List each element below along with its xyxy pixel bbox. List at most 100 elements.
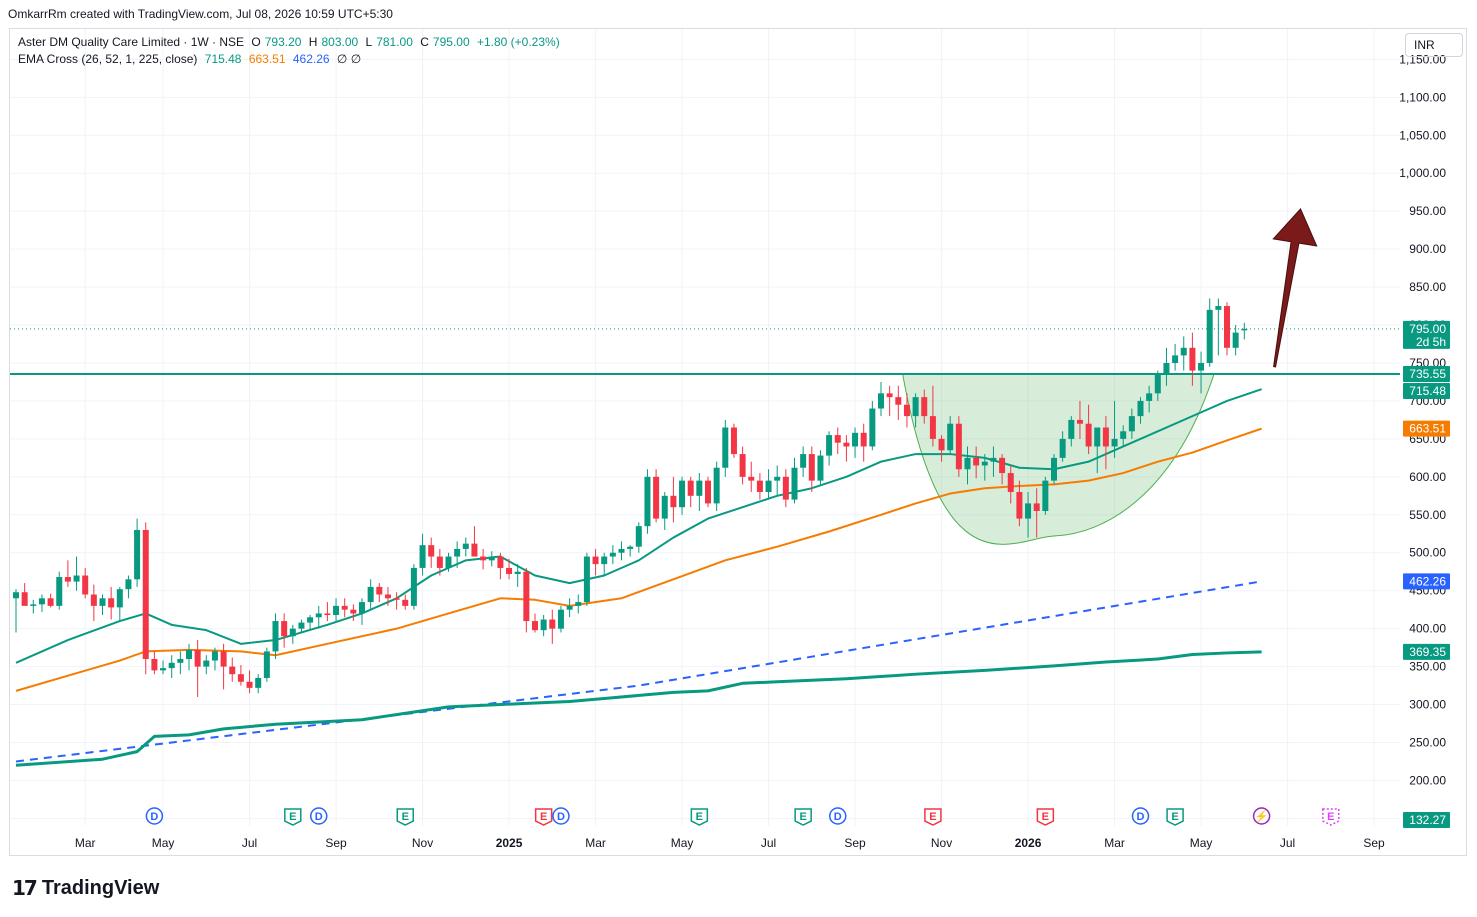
candle-body <box>1232 332 1239 348</box>
candle-body <box>1051 457 1057 481</box>
candle-body <box>903 404 910 417</box>
candle <box>419 533 426 576</box>
candle-body <box>186 649 192 660</box>
x-tick-label: Mar <box>75 836 96 850</box>
price-tag-box <box>1403 420 1450 437</box>
marker-shape <box>552 807 570 825</box>
candle-body <box>47 598 54 606</box>
candle <box>160 660 167 675</box>
currency-selector[interactable]: INR <box>1405 33 1463 57</box>
candle <box>852 427 859 458</box>
dividend-marker[interactable]: D <box>310 807 328 825</box>
candle-body <box>730 427 737 455</box>
price-tag: 735.55 <box>1403 365 1450 382</box>
candle-body <box>1085 423 1092 447</box>
marker-label: E <box>929 811 936 823</box>
earnings-marker[interactable]: E <box>1166 808 1184 826</box>
candle-body <box>947 423 954 451</box>
candle <box>307 614 314 631</box>
candle-body <box>315 613 322 618</box>
candle <box>705 476 711 508</box>
split-marker[interactable]: ⚡ <box>1252 807 1271 825</box>
candle <box>168 655 175 678</box>
indicator-legend[interactable]: EMA Cross (26, 52, 1, 225, close) 715.48… <box>18 52 365 66</box>
earnings-marker[interactable]: E <box>924 808 942 826</box>
tradingview-logo[interactable]: 17 TradingView <box>12 876 159 900</box>
candle-body <box>211 651 218 661</box>
candle-body <box>333 605 340 615</box>
dividend-marker[interactable]: D <box>1131 807 1150 825</box>
candle <box>1059 431 1066 462</box>
candle-body <box>1189 347 1196 371</box>
candle <box>376 583 383 603</box>
candle-body <box>618 548 625 553</box>
candle-body <box>817 455 824 481</box>
event-markers: D E D E E D E E D E E D E ⚡ E <box>145 807 1340 826</box>
candle-body <box>263 651 270 678</box>
candle-body <box>289 628 296 637</box>
candle <box>618 541 625 561</box>
candle <box>713 461 720 511</box>
candle <box>454 541 461 568</box>
candle <box>471 526 478 557</box>
candle-body <box>1016 492 1023 519</box>
candle-body <box>964 457 971 470</box>
candle-body <box>82 575 89 595</box>
high-key: H <box>308 35 318 49</box>
candle <box>826 431 833 466</box>
candle <box>592 548 599 576</box>
candle-body <box>177 659 184 663</box>
candle-body <box>800 454 807 468</box>
ema-slow-value: 663.51 <box>248 52 286 66</box>
earnings-marker[interactable]: E <box>534 808 553 826</box>
ema-long-value: 462.26 <box>292 52 330 66</box>
earnings-marker[interactable]: E <box>396 808 414 826</box>
candle-body <box>38 598 45 605</box>
candle <box>895 385 902 420</box>
y-tick-label: 250.00 <box>1409 736 1446 750</box>
y-tick-label: 300.00 <box>1409 698 1446 712</box>
tradingview-logo-icon: 17 <box>12 876 38 900</box>
dividend-marker[interactable]: D <box>552 807 570 825</box>
earnings-marker[interactable]: E <box>1322 808 1340 826</box>
dividend-marker[interactable]: D <box>145 807 164 825</box>
candle-body <box>973 457 980 466</box>
price-tag-label: 735.55 <box>1409 367 1446 381</box>
grid-lines <box>10 29 1400 826</box>
earnings-marker[interactable]: E <box>1036 808 1055 826</box>
earnings-marker[interactable]: E <box>284 808 302 826</box>
x-tick-label: May <box>152 836 175 850</box>
candle-body <box>653 476 660 519</box>
candle <box>722 419 729 477</box>
marker-label: E <box>540 811 547 823</box>
dividend-marker[interactable]: D <box>829 807 847 825</box>
candle-body <box>705 480 711 504</box>
open-key: O <box>251 35 261 49</box>
candle-body <box>246 681 253 688</box>
candle-body <box>514 571 521 574</box>
candle <box>359 598 365 625</box>
candle <box>679 476 686 515</box>
marker-shape <box>310 807 328 825</box>
candle <box>1068 416 1075 447</box>
candle-body <box>21 592 28 606</box>
earnings-marker[interactable]: E <box>794 808 812 826</box>
earnings-marker[interactable]: E <box>690 808 709 826</box>
x-tick-label: Jul <box>242 836 257 850</box>
candle-body <box>1033 503 1040 511</box>
ema-cross-label[interactable]: EMA Cross (26, 52, 1, 225, close) <box>18 52 198 66</box>
y-tick-label: 1,050.00 <box>1399 128 1446 142</box>
candle-body <box>661 495 668 519</box>
candle-body <box>488 556 495 561</box>
candle <box>739 446 746 485</box>
candle <box>1215 298 1222 356</box>
candle-body <box>713 467 720 504</box>
symbol-title[interactable]: Aster DM Quality Care Limited · 1W · NSE <box>18 35 245 49</box>
candle <box>964 446 971 485</box>
candle <box>1128 408 1135 439</box>
candle <box>125 575 132 599</box>
candle-body <box>921 397 928 417</box>
x-tick-label: Sep <box>1363 836 1385 850</box>
symbol-legend[interactable]: Aster DM Quality Care Limited · 1W · NSE… <box>18 35 564 49</box>
